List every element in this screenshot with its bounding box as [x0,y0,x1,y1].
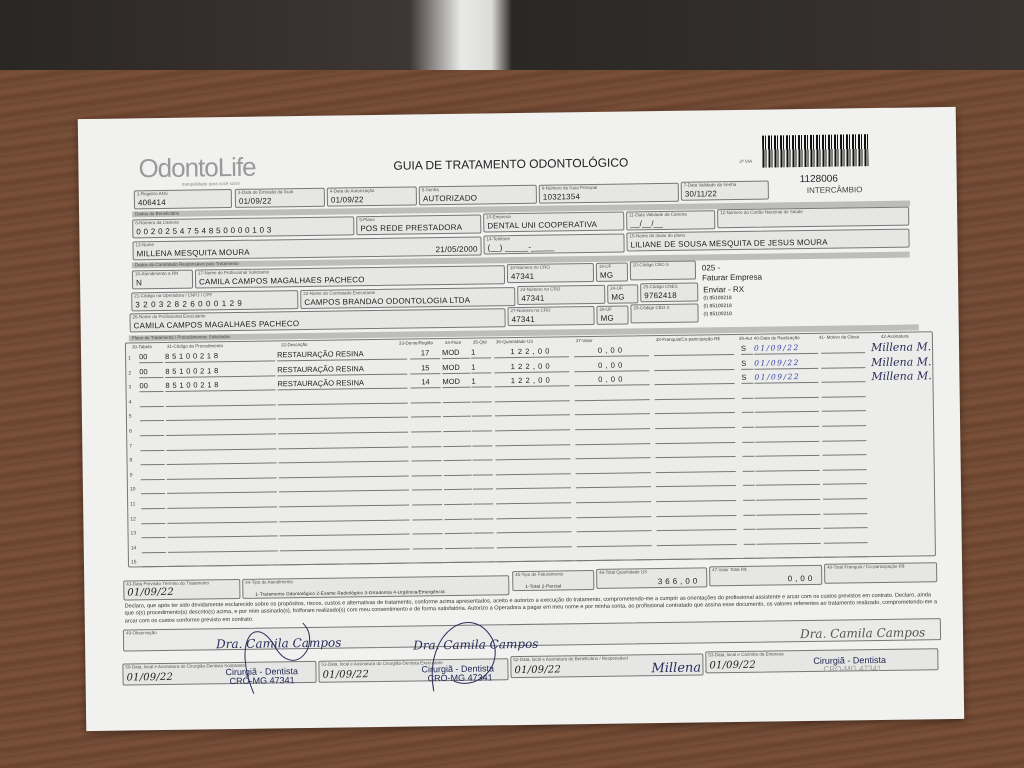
background-monitor [0,0,1024,78]
